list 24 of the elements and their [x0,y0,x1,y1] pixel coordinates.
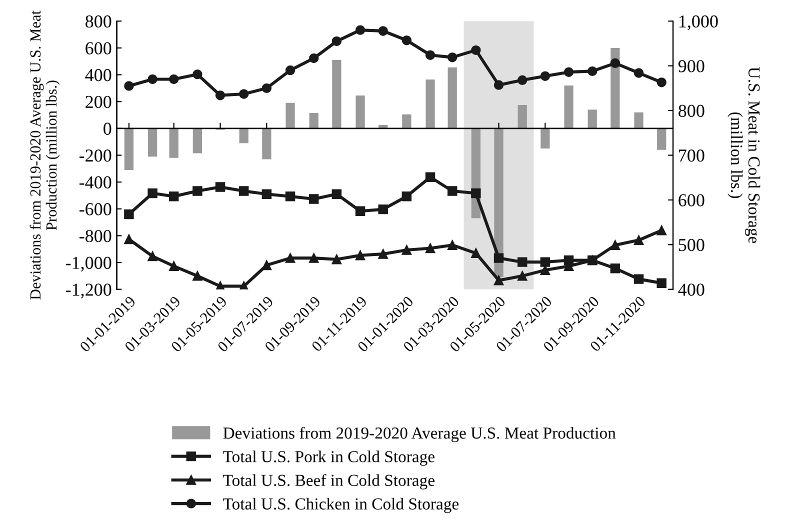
legend-label: Total U.S. Pork in Cold Storage [223,450,434,466]
y-tick-label: 800 [86,15,112,28]
y2-tick-label: 1,000 [679,15,718,30]
y-axis-title: Deviations from 2019-2020 Average U.S. Meat Production (million lbs.) [30,10,60,300]
legend-label: Total U.S. Beef in Cold Storage [223,474,434,490]
y2-tick-label: 400 [678,284,704,296]
y-tick-label: -800 [79,230,112,242]
y-tick-label: -600 [79,203,112,216]
y-tick-label: 400 [85,69,112,82]
y-tick-label: 0 [104,122,112,135]
y-tick-label: -1,200 [66,284,112,298]
y-tick-label: 600 [86,42,112,54]
y2-tick-label: 600 [678,194,704,206]
y2-tick-label: 900 [678,60,704,72]
y2-axis-title: U.S. Meat in Cold Storage (million lbs.) [728,67,760,244]
y2-tick-label: 700 [679,149,704,162]
legend-label: Total U.S. Chicken in Cold Storage [223,498,459,513]
y2-tick-label: 800 [678,104,704,117]
y-tick-label: -400 [79,176,112,188]
y-tick-label: -200 [79,149,112,162]
legend-label: Deviations from 2019-2020 Average U.S. Meat Production [223,426,616,442]
y-tick-label: 200 [86,96,112,108]
y2-tick-label: 500 [678,238,704,252]
y-tick-label: -1,000 [66,256,112,272]
